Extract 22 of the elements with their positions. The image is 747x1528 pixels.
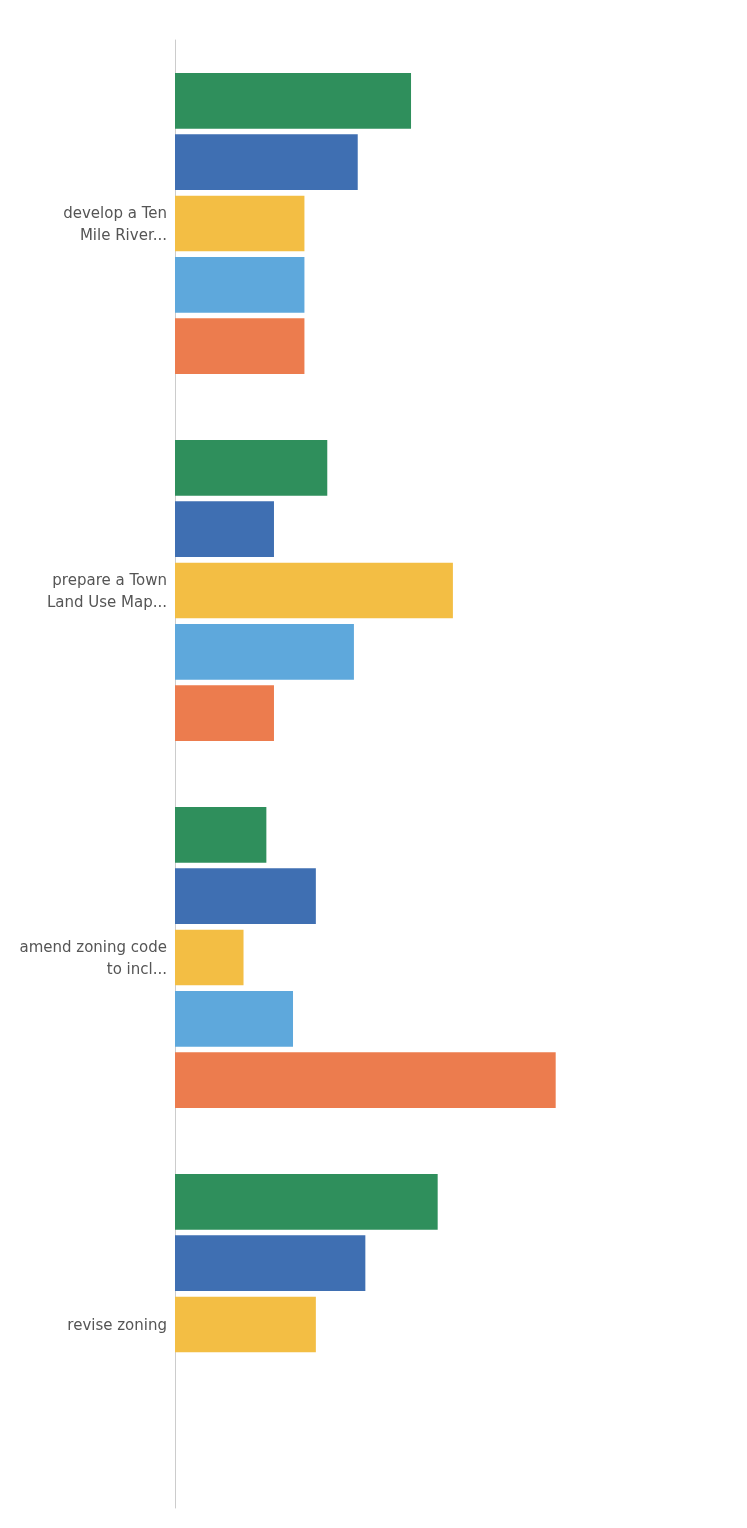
y-tick-label: amend zoning code to incl...: [19, 937, 167, 978]
bar: [175, 685, 274, 741]
bar: [175, 623, 354, 680]
y-tick-label: prepare a Town Land Use Map...: [46, 570, 167, 611]
bar: [175, 1296, 316, 1353]
bar: [175, 562, 453, 619]
bar: [175, 929, 244, 986]
bar: [175, 868, 316, 925]
bar: [175, 990, 294, 1047]
bar: [175, 256, 305, 313]
bar: [175, 440, 328, 496]
bar: [175, 1174, 438, 1230]
bar: [175, 195, 305, 252]
y-tick-label: revise zoning: [67, 1315, 167, 1334]
bar: [175, 807, 267, 863]
bar: [175, 73, 412, 129]
bar: [175, 134, 358, 191]
bar: [175, 501, 274, 558]
y-tick-label: develop a Ten Mile River...: [63, 203, 167, 244]
bar: [175, 1052, 556, 1108]
bar: [175, 1235, 366, 1292]
bar: [175, 318, 305, 374]
